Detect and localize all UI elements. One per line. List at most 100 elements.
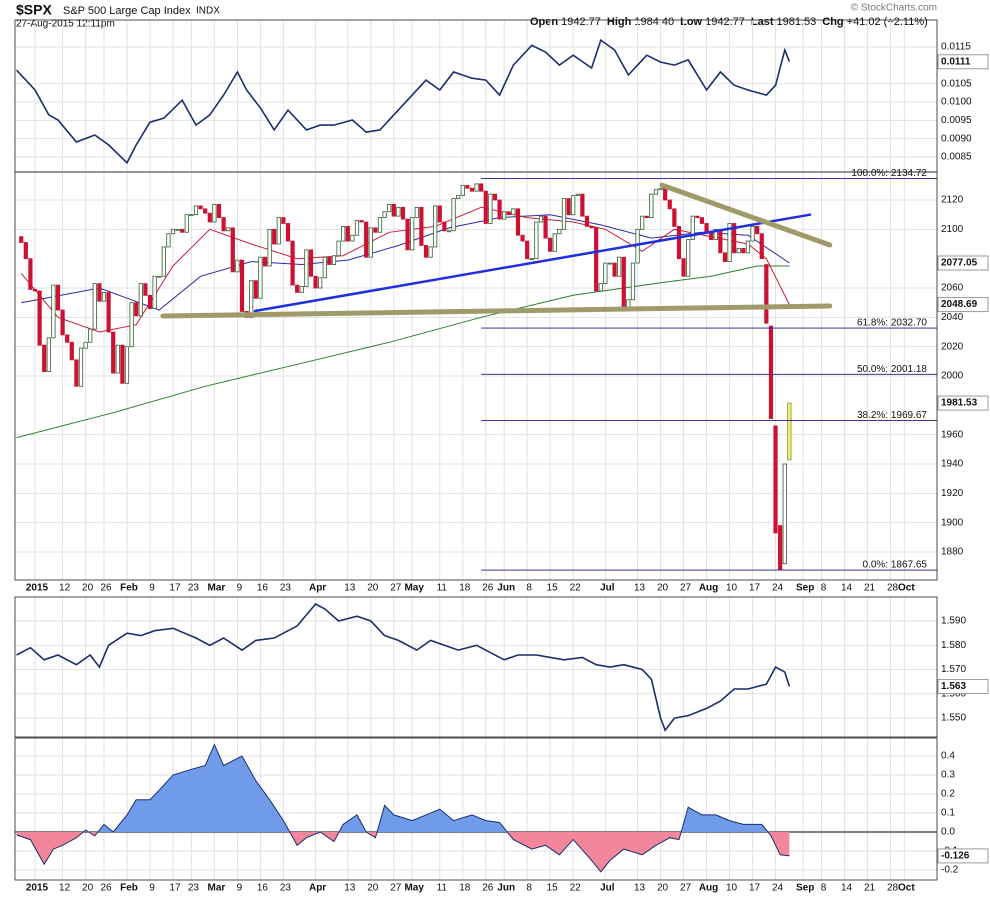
moving-average <box>16 265 790 439</box>
candle <box>511 208 516 216</box>
candle <box>640 215 645 230</box>
candle <box>456 195 461 199</box>
y-tick-label: 1940 <box>941 459 964 470</box>
x-tick-label: Oct <box>898 883 915 894</box>
candle <box>764 264 769 324</box>
x-tick-label: 23 <box>188 583 200 594</box>
y-tick-label: 0.3 <box>941 770 955 781</box>
candle <box>709 231 714 241</box>
candle <box>630 262 636 301</box>
panel-frame <box>14 171 938 581</box>
x-tick-label: 18 <box>459 883 471 894</box>
candle <box>410 217 415 251</box>
candle <box>354 220 360 236</box>
x-tick-label: 20 <box>82 583 94 594</box>
candle <box>221 217 226 232</box>
value-tag: 1981.53 <box>941 398 978 409</box>
candle <box>88 328 93 343</box>
retracement-label: 38.2%: 1969.67 <box>857 410 927 421</box>
candle <box>460 184 465 197</box>
candle <box>152 275 157 309</box>
candle <box>299 286 304 293</box>
y-tick-label: 1920 <box>941 488 964 499</box>
candle <box>538 215 544 223</box>
candle <box>304 249 309 287</box>
index-name: S&P 500 Large Cap Index <box>63 5 191 17</box>
candle <box>198 205 203 210</box>
value-tag: 0.0111 <box>941 56 971 67</box>
x-tick-label: 15 <box>547 883 559 894</box>
candle <box>736 248 741 254</box>
indicator-line <box>16 602 791 732</box>
candle <box>322 256 327 279</box>
quote-label: Open <box>530 16 558 28</box>
x-tick-label: 2015 <box>26 583 49 594</box>
candle <box>189 214 194 217</box>
exchange: INDX <box>196 6 220 17</box>
x-tick-label: 28 <box>887 883 899 894</box>
quote-label: Chg <box>822 16 843 28</box>
candle <box>308 249 314 277</box>
y-tick-label: 1.570 <box>941 664 966 675</box>
candle <box>313 275 318 289</box>
x-tick-label: 23 <box>280 883 292 894</box>
candle <box>281 217 286 224</box>
y-tick-label: 0.1 <box>941 808 955 819</box>
candle <box>580 193 585 217</box>
candle <box>180 228 185 233</box>
y-tick-label: 0.0105 <box>941 78 972 89</box>
x-tick-label: 13 <box>344 583 356 594</box>
candle <box>111 331 116 374</box>
candle <box>755 226 760 235</box>
candle <box>649 193 654 219</box>
candle <box>46 337 51 373</box>
candle <box>653 189 659 195</box>
candle <box>571 195 576 216</box>
candle <box>74 359 79 387</box>
candle <box>78 347 84 387</box>
candle <box>607 262 613 265</box>
candle <box>391 204 396 217</box>
candle <box>359 220 364 223</box>
candle <box>157 275 162 278</box>
retracement-label: 61.8%: 2032.70 <box>857 318 927 329</box>
y-tick-label: 0.0100 <box>941 97 972 108</box>
retracement-label: 100.0%: 2134.72 <box>851 168 927 179</box>
candle <box>138 283 143 317</box>
candle <box>658 187 663 191</box>
x-tick-label: 9 <box>237 883 243 894</box>
x-tick-label: 9 <box>149 883 155 894</box>
candle <box>612 262 617 277</box>
candle <box>479 183 484 192</box>
x-tick-label: 24 <box>772 583 784 594</box>
x-tick-label: Jun <box>497 583 515 594</box>
candle <box>341 226 346 242</box>
x-tick-label: 21 <box>864 583 876 594</box>
candle <box>520 234 525 242</box>
candle <box>759 233 764 260</box>
quote-label: Low <box>680 16 702 28</box>
indicator-line <box>16 743 790 873</box>
y-tick-label: 2100 <box>941 224 964 235</box>
candle <box>166 233 171 248</box>
x-tick-label: 11 <box>437 883 448 894</box>
x-tick-label: 26 <box>100 583 112 594</box>
candle <box>23 242 28 260</box>
candle <box>69 341 74 361</box>
x-tick-label: 23 <box>280 583 292 594</box>
candle <box>437 205 442 223</box>
candle <box>267 228 272 267</box>
y-tick-label: 0.4 <box>941 751 955 762</box>
x-tick-label: 11 <box>437 583 448 594</box>
candle <box>722 252 728 263</box>
candle <box>603 262 608 285</box>
x-tick-label: 13 <box>634 583 646 594</box>
y-tick-label: 0.0095 <box>941 115 972 126</box>
candle <box>681 258 686 277</box>
y-tick-label: 1.590 <box>941 616 966 627</box>
candle <box>60 309 65 336</box>
candle <box>331 255 337 265</box>
candle <box>451 198 456 232</box>
y-tick-label: 0.2 <box>941 789 955 800</box>
